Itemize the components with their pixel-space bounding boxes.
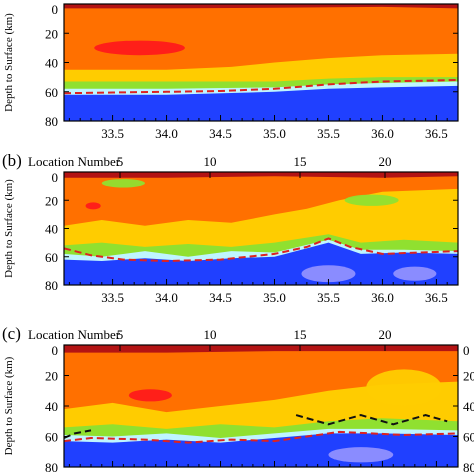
y-axis-label: Depth to Surface (km) [3, 13, 15, 112]
panel-label: (c) [2, 324, 21, 343]
x-tick-label: 34.5 [209, 290, 232, 305]
velocity-field [64, 172, 458, 285]
top-tick-label: 20 [379, 327, 392, 342]
y-tick-label: 60 [45, 250, 58, 265]
anomaly-1 [301, 265, 356, 283]
y-tick-label: 0 [52, 343, 59, 358]
anomaly-4 [344, 194, 399, 206]
panel-c: 0 20 40 60 80 0 20 40 60 80 Depth to Surface (km) (… [2, 324, 474, 474]
anomaly-2 [393, 266, 437, 281]
velocity-field [64, 345, 458, 467]
anomaly-0 [128, 389, 172, 402]
anomaly-2 [328, 447, 394, 463]
x-tick-label: 34.0 [155, 290, 178, 305]
y-tick-label: 60 [45, 85, 58, 100]
layer-orange [64, 172, 458, 226]
right-y-tick-label: 40 [463, 399, 474, 414]
anomaly-3 [101, 179, 145, 188]
panel-label: (b) [2, 151, 22, 170]
y-axis-label: Depth to Surface (km) [3, 179, 15, 278]
y-tick-label: 0 [52, 170, 59, 185]
layer-surface [64, 4, 458, 9]
y-tick-label: 40 [45, 56, 58, 71]
x-tick-label: 35.0 [263, 126, 286, 141]
x-tick-label: 34.0 [155, 126, 178, 141]
anomaly-0 [85, 202, 101, 210]
velocity-field [64, 4, 458, 121]
y-tick-label: 20 [45, 26, 58, 41]
layer-surface [64, 345, 458, 353]
x-tick-label: 36.5 [425, 126, 448, 141]
x-tick-label: 33.5 [101, 126, 124, 141]
y-tick-label: 0 [52, 2, 59, 17]
x-tick-label: 36.0 [371, 290, 394, 305]
x-tick-label: 35.5 [317, 290, 340, 305]
x-tick-label: 36.0 [371, 126, 394, 141]
y-tick-label: 80 [45, 278, 58, 293]
y-tick-label: 60 [45, 430, 58, 445]
moho-line-0 [64, 430, 458, 444]
x-tick-label: 33.5 [101, 290, 124, 305]
panel-b: 0 20 40 60 80 Depth to Surface (km) 33.5 34.0 34… [2, 151, 459, 305]
moho-line-0 [64, 79, 458, 95]
x-tick-label: 35.0 [263, 290, 286, 305]
top-axis-label: Location Number [28, 154, 121, 169]
panel-a: 0 20 40 60 80 Depth to Surface (km) 33.5 34.0 34… [3, 2, 459, 141]
y-tick-label: 40 [45, 399, 58, 414]
right-y-tick-label: 80 [463, 460, 474, 474]
top-tick-label: 5 [117, 327, 124, 342]
y-tick-label: 20 [45, 369, 58, 384]
right-y-tick-label: 60 [463, 430, 474, 445]
y-tick-label: 80 [45, 114, 58, 129]
top-axis-label: Location Number [28, 327, 121, 342]
x-tick-label: 36.5 [425, 290, 448, 305]
y-tick-label: 40 [45, 222, 58, 237]
top-tick-label: 20 [379, 154, 392, 169]
right-y-tick-label: 0 [463, 343, 470, 358]
top-tick-label: 5 [117, 154, 124, 169]
moho-line-0 [64, 237, 458, 263]
layer-surface [64, 172, 458, 178]
top-tick-label: 15 [294, 327, 307, 342]
anomaly-0 [94, 40, 185, 56]
x-tick-label: 35.5 [317, 126, 340, 141]
anomaly-1 [366, 369, 442, 407]
x-tick-label: 34.5 [209, 126, 232, 141]
moho-line-2 [295, 414, 448, 426]
top-tick-label: 15 [294, 154, 307, 169]
top-tick-label: 10 [204, 154, 217, 169]
top-tick-label: 10 [204, 327, 217, 342]
y-axis-label: Depth to Surface (km) [3, 356, 15, 455]
right-y-tick-label: 20 [463, 369, 474, 384]
y-tick-label: 20 [45, 193, 58, 208]
y-tick-label: 80 [45, 460, 58, 474]
